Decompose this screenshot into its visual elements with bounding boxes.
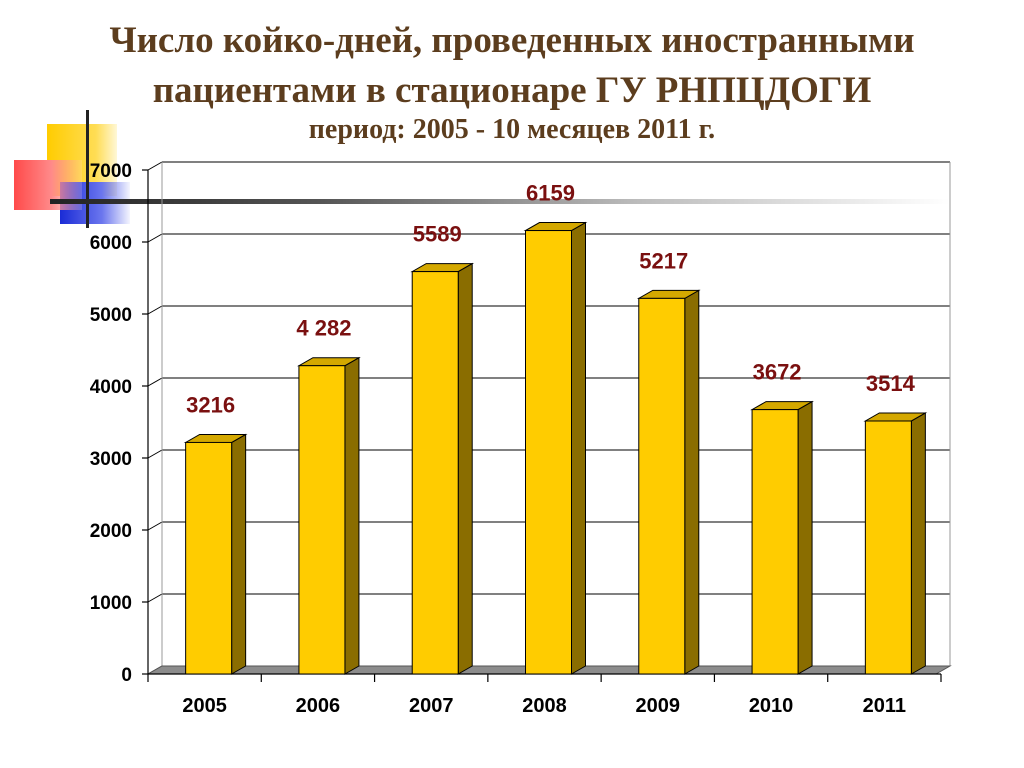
gridline-depth [147,377,163,387]
data-label: 6159 [526,181,575,206]
data-label: 3216 [186,392,235,417]
bar-2010 [751,409,799,675]
bar-2009 [638,297,686,675]
bar-2006 [298,365,346,675]
bar-2011 [864,420,912,675]
gridline-depth [147,161,163,171]
data-label: 5217 [639,248,688,273]
bar-2007 [411,271,459,675]
bar-side [910,412,926,675]
y-tick-label: 0 [121,665,132,686]
gridline-depth [147,593,163,603]
gridline-depth [147,449,163,459]
bar-side [344,356,360,675]
bar-2008 [525,230,572,675]
bar-side [797,400,813,675]
data-label: 5589 [413,222,462,247]
y-tick-label: 4000 [90,377,132,398]
gridline-depth [147,305,163,315]
x-tick-label: 2005 [182,695,227,717]
chart-subtitle: период: 2005 - 10 месяцев 2011 г. [308,114,716,145]
data-labels: 3216 4 282 5589 6159 5217 3672 3514 [186,181,915,418]
x-tick-label: 2007 [409,695,454,717]
bar-side [457,262,473,675]
chart-title-line-2: пациентами в стационаре ГУ РНПЦДОГИ [152,70,872,111]
y-tick-label: 5000 [90,305,132,326]
chart-title-line-1: Число койко-дней, проведенных иностранны… [109,20,915,61]
decorative-horizontal-line [50,199,950,204]
y-tick-label: 2000 [90,521,132,542]
x-tick-label: 2009 [636,695,681,717]
gridline-depth [147,233,163,243]
y-tick-label: 3000 [90,449,132,470]
bar-side [684,289,700,675]
x-tick-label: 2010 [749,695,794,717]
bars [183,221,928,675]
x-tick-label: 2011 [863,695,906,717]
x-tick-label: 2008 [522,695,567,717]
data-label: 3514 [866,371,916,396]
data-label: 3672 [753,360,802,385]
bar-side [571,221,586,675]
x-tick-label: 2006 [296,695,341,717]
y-tick-label: 6000 [90,233,132,254]
decorative-vertical-line [86,110,89,228]
y-tick-label: 7000 [90,161,132,182]
bar-side [231,433,247,675]
bar-2005 [185,441,233,675]
data-label: 4 282 [296,316,351,341]
y-tick-label: 1000 [90,593,132,614]
gridline-depth [147,521,163,531]
